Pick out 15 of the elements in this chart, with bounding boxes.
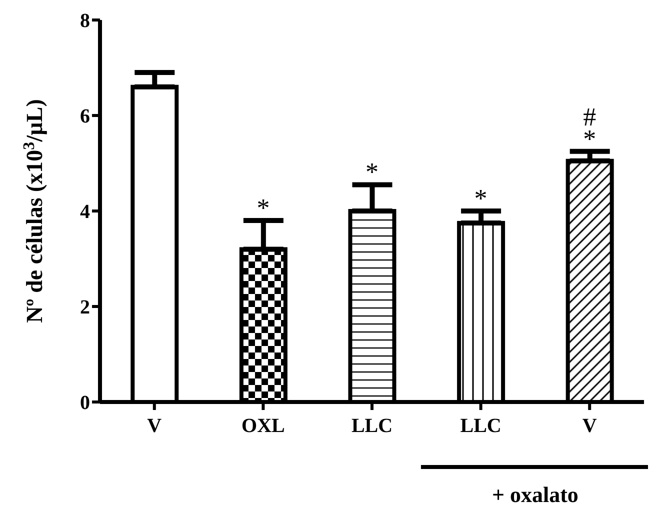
y-tick-label: 8 [80, 10, 90, 32]
x-tick-label: LLC [351, 415, 393, 438]
y-tick-label: 6 [80, 106, 90, 128]
y-tick-label: 4 [80, 201, 90, 224]
y-tick-label: 2 [80, 296, 90, 319]
y-tick-label: 0 [80, 392, 90, 414]
x-tick-label: V [582, 415, 598, 438]
data-label: * [474, 184, 488, 213]
data-label: # * [583, 102, 596, 154]
text: + oxalato [492, 482, 578, 507]
x-tick-label: V [147, 415, 162, 438]
data-label: * [256, 194, 270, 223]
x-tick-label: LLC [460, 415, 502, 438]
data-label: * [366, 158, 378, 187]
x-tick-label: OXL [242, 415, 285, 438]
